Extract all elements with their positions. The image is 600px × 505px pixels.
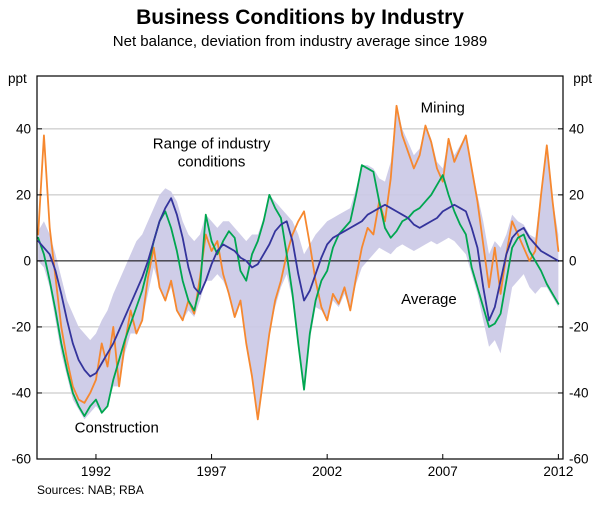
x-tick-label: 1992 <box>81 464 111 479</box>
annotation-construction-label: Construction <box>75 420 159 437</box>
y-tick-label-right: 20 <box>569 187 584 202</box>
x-tick-label: 1997 <box>197 464 227 479</box>
y-tick-label-right: -20 <box>569 319 589 334</box>
y-tick-label-left: 0 <box>23 253 31 268</box>
y-tick-label-left: -20 <box>11 319 31 334</box>
y-tick-label-right: -40 <box>569 385 589 400</box>
chart-subtitle: Net balance, deviation from industry ave… <box>112 33 488 50</box>
chart-canvas: 40 40 20 20 0 0 -20 -20 -40 -40 -60 -60 1992 1997 2002… <box>11 75 589 479</box>
chart-area: ppt ppt 40 40 20 20 0 0 -20 -20 -40 -40 -60 -60 1992… <box>0 52 600 482</box>
y-tick-label-left: -40 <box>11 385 31 400</box>
annotation-range-label: conditions <box>178 154 246 171</box>
y-tick-label-left: 20 <box>16 187 31 202</box>
x-tick-label: 2002 <box>312 464 342 479</box>
chart-title: Business Conditions by Industry <box>136 6 464 29</box>
y-tick-label-left: 40 <box>16 121 31 136</box>
x-tick-label: 2012 <box>543 464 573 479</box>
series-line-mining <box>37 104 560 421</box>
annotation-range-label: Range of industry <box>153 136 271 153</box>
x-tick-label: 2007 <box>428 464 458 479</box>
y-tick-label-right: -60 <box>569 452 589 467</box>
y-tick-label-right: 0 <box>569 253 577 268</box>
plot-border <box>36 75 564 460</box>
range-band <box>38 105 559 420</box>
y-tick-label-left: -60 <box>11 452 31 467</box>
y-axis-unit-right: ppt <box>573 71 592 86</box>
sources-note: Sources: NAB; RBA <box>37 483 144 497</box>
annotation-mining-label: Mining <box>421 99 465 116</box>
annotation-average-label: Average <box>401 291 457 308</box>
y-axis-unit-left: ppt <box>8 71 27 86</box>
series-line-average <box>37 197 560 378</box>
series-line-construction <box>37 164 560 417</box>
y-tick-label-right: 40 <box>569 121 584 136</box>
